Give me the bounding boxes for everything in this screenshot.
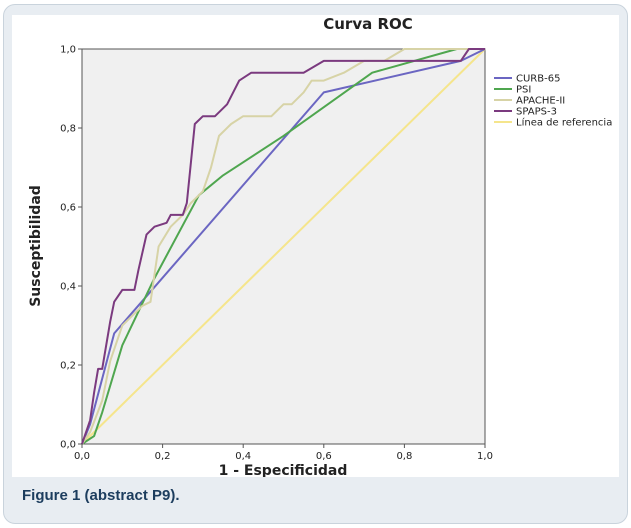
chart-title: Curva ROC: [323, 15, 413, 33]
y-tick-label: 0,6: [60, 203, 76, 214]
x-tick-label: 1,0: [477, 451, 493, 462]
figure-frame: Curva ROC 0,0 0,2 0,4 0,6 0,8 1,0 0,0 0,2 0,4 0,6…: [3, 4, 628, 524]
x-tick-label: 0,0: [74, 451, 90, 462]
x-axis-label: 1 - Especificidad: [219, 463, 348, 477]
y-tick-label: 0,0: [60, 440, 76, 451]
legend-label: Línea de referencia: [516, 117, 612, 129]
series-line-l-nea-de-referencia: [81, 48, 486, 445]
series-layer: [81, 48, 486, 445]
tick-layer: 0,0 0,2 0,4 0,6 0,8 1,0 0,0 0,2 0,4 0,6 0,8 1,0: [60, 45, 493, 463]
x-tick-label: 0,6: [316, 451, 332, 462]
x-tick-label: 0,2: [155, 451, 171, 462]
y-tick-label: 1,0: [60, 45, 76, 56]
legend-label: APACHE-II: [516, 96, 565, 107]
legend-label: CURB-65: [516, 74, 560, 85]
x-tick-label: 0,4: [235, 451, 251, 462]
y-tick-label: 0,8: [60, 124, 76, 135]
y-tick-label: 0,2: [60, 361, 76, 372]
series-line-spaps-3: [81, 48, 485, 445]
roc-chart: Curva ROC 0,0 0,2 0,4 0,6 0,8 1,0 0,0 0,2 0,4 0,6…: [28, 15, 612, 477]
legend-label: SPAPS-3: [516, 107, 557, 118]
y-axis-label: Susceptibilidad: [28, 185, 44, 307]
legend-label: PSI: [516, 85, 531, 96]
figure-caption: Figure 1 (abstract P9).: [22, 487, 180, 504]
y-tick-label: 0,4: [60, 282, 76, 293]
x-tick-label: 0,8: [396, 451, 412, 462]
series-line-curb-65: [81, 48, 486, 445]
plot-panel: Curva ROC 0,0 0,2 0,4 0,6 0,8 1,0 0,0 0,2 0,4 0,6…: [12, 15, 619, 477]
